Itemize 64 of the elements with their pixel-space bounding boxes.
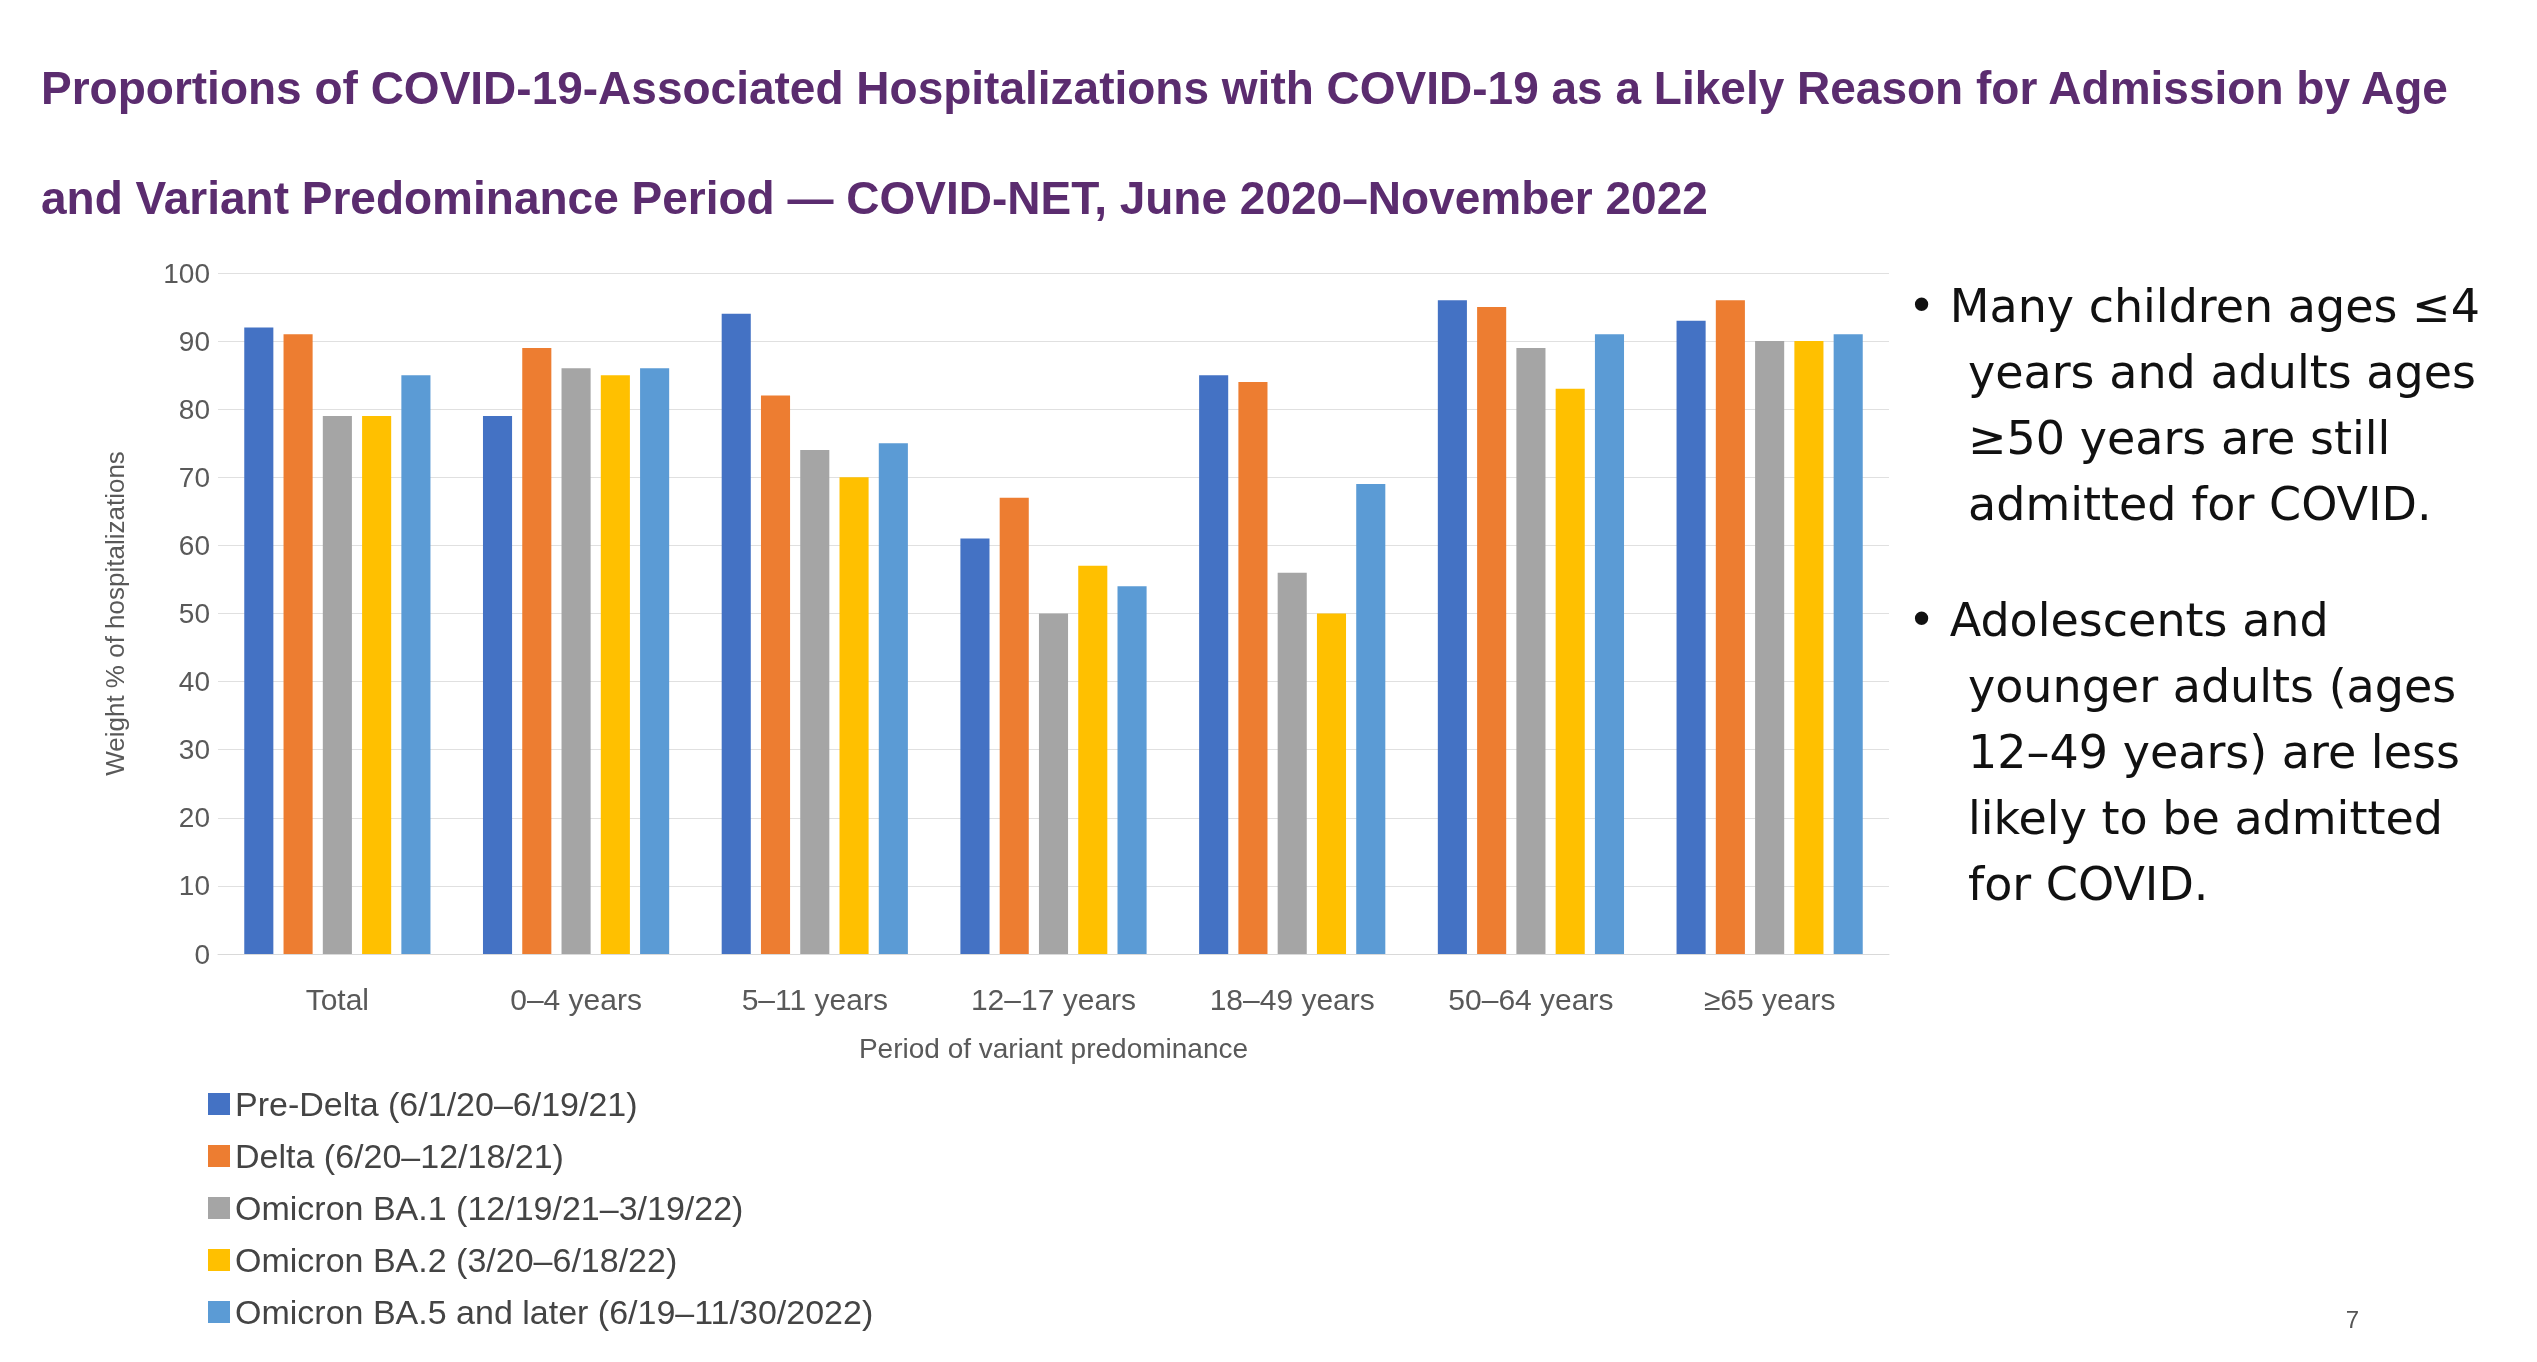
bar (1199, 375, 1229, 954)
bar (760, 395, 791, 954)
legend-label: Omicron BA.1 (12/19/21–3/19/22) (235, 1189, 744, 1227)
bar (1555, 388, 1585, 954)
y-tick-label: 40 (178, 666, 210, 698)
bar (1794, 341, 1824, 954)
bar (999, 497, 1029, 954)
bar (600, 375, 630, 954)
x-tick-label: 5–11 years (741, 982, 888, 1016)
legend-label: Omicron BA.5 and later (6/19–11/30/2022) (235, 1293, 874, 1331)
y-tick-label: 90 (178, 325, 210, 357)
bar (322, 416, 352, 954)
bar (1833, 334, 1863, 954)
legend-label: Delta (6/20–12/18/21) (235, 1137, 564, 1175)
bar (839, 477, 869, 954)
bar (721, 313, 751, 954)
bar (1078, 565, 1108, 954)
bar (1437, 300, 1467, 954)
text: • Many children ages ≤4 years and adults ages ≥50 years are still admitted for COVID. (1908, 278, 2481, 533)
bar (1356, 484, 1386, 954)
bar (640, 368, 670, 954)
y-tick-label: 50 (178, 598, 210, 629)
legend-label: Omicron BA.2 (3/20–6/18/22) (235, 1241, 678, 1279)
bar (1238, 381, 1268, 954)
bar (1516, 347, 1546, 954)
y-tick-label: 60 (178, 529, 210, 561)
y-tick-label: 80 (178, 393, 210, 425)
x-axis-title: Period of variant predominance (858, 1032, 1249, 1064)
x-tick-label: 18–49 years (1209, 982, 1375, 1016)
bar (1316, 613, 1347, 954)
bar (401, 375, 431, 954)
y-axis-title: Weight % of hospitalizations (100, 451, 130, 776)
bar (522, 347, 552, 954)
x-tick-label: Total (305, 982, 370, 1016)
x-tick-label: 12–17 years (970, 982, 1137, 1016)
bar (1038, 613, 1069, 954)
chart-title: Proportions of COVID-19-Associated Hospitalizations with COVID-19 as a Likely Reason for Admission by Age and Variant Predominance Period — COVID-NET, June 2020–November 2022 (41, 62, 2448, 224)
y-tick-label: 70 (178, 461, 210, 493)
y-tick-label: 20 (178, 802, 210, 834)
bar (1676, 320, 1706, 954)
bar (1715, 300, 1745, 954)
bar (1594, 334, 1625, 954)
bar (1755, 341, 1785, 954)
legend-label: Pre-Delta (6/1/20–6/19/21) (235, 1085, 638, 1123)
x-tick-label: ≥65 years (1703, 982, 1836, 1016)
x-tick-label: 50–64 years (1448, 982, 1614, 1016)
bar (800, 450, 830, 954)
bar (1117, 586, 1147, 954)
text: 7 (2345, 1306, 2359, 1334)
y-tick-label: 100 (163, 257, 210, 289)
y-tick-label: 0 (194, 938, 210, 970)
y-tick-label: 30 (178, 734, 210, 766)
bar (482, 416, 513, 954)
bar (362, 416, 392, 954)
bar (244, 327, 274, 954)
bar (1277, 572, 1307, 954)
bar (283, 334, 313, 954)
y-tick-label: 10 (178, 870, 210, 902)
text: • Adolescents and younger adults (ages 12–49 years) are less likely to be admitted for COVID. (1908, 592, 2461, 913)
bar (1477, 307, 1507, 954)
bar (960, 538, 990, 954)
bar (561, 368, 591, 954)
x-tick-label: 0–4 years (510, 982, 642, 1016)
bar (878, 443, 908, 954)
